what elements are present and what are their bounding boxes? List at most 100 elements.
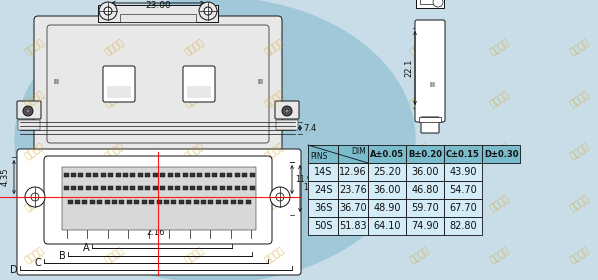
Circle shape [199, 2, 217, 20]
Text: 59.70: 59.70 [411, 203, 439, 213]
Bar [115, 186, 121, 190]
Bar [212, 173, 217, 177]
Bar [231, 200, 236, 204]
Text: 华联电子: 华联电子 [23, 141, 47, 161]
Text: 43.90: 43.90 [449, 167, 477, 177]
Bar [482, 145, 520, 163]
Text: 华联电子: 华联电子 [569, 89, 591, 109]
Text: 华联电子: 华联电子 [103, 89, 126, 109]
Bar [100, 186, 106, 190]
Circle shape [276, 193, 284, 201]
Bar [219, 173, 225, 177]
Bar [68, 200, 72, 204]
Bar [152, 186, 158, 190]
Bar [219, 186, 225, 190]
Bar [145, 173, 150, 177]
Text: 华联电子: 华联电子 [489, 245, 511, 265]
Text: 华联电子: 华联电子 [23, 89, 47, 109]
Text: 36S: 36S [314, 203, 332, 213]
Bar [197, 173, 202, 177]
Text: A±0.05: A±0.05 [370, 150, 404, 158]
Text: 华联电子: 华联电子 [569, 193, 591, 213]
FancyBboxPatch shape [47, 25, 269, 143]
Text: 华联电子: 华联电子 [103, 193, 126, 213]
Bar [62, 167, 256, 230]
Text: PINS: PINS [310, 152, 327, 161]
Text: A: A [83, 243, 89, 253]
Text: 54.70: 54.70 [449, 185, 477, 195]
Text: 华联电子: 华联电子 [408, 37, 431, 57]
Text: D: D [10, 265, 18, 275]
Bar [123, 186, 128, 190]
Bar [276, 120, 298, 130]
Bar [138, 173, 143, 177]
Bar [164, 200, 169, 204]
Bar [157, 200, 161, 204]
Bar [115, 173, 121, 177]
Text: 36.70: 36.70 [339, 203, 367, 213]
Bar [420, 0, 440, 4]
Text: DIM: DIM [351, 147, 366, 156]
FancyBboxPatch shape [17, 101, 41, 119]
Bar [108, 173, 113, 177]
Text: C: C [35, 258, 41, 268]
Bar [242, 186, 247, 190]
Circle shape [25, 187, 45, 207]
Text: 华联电子: 华联电子 [408, 89, 431, 109]
Text: 22.1: 22.1 [404, 59, 413, 77]
Text: 华联电子: 华联电子 [569, 141, 591, 161]
Circle shape [23, 106, 33, 116]
Text: 25.20: 25.20 [373, 167, 401, 177]
Text: B±0.20: B±0.20 [408, 150, 442, 158]
Text: 14S: 14S [314, 167, 332, 177]
Bar [308, 181, 338, 199]
Bar [444, 217, 482, 235]
Text: 36.00: 36.00 [373, 185, 401, 195]
Text: 67.70: 67.70 [449, 203, 477, 213]
Bar [406, 217, 444, 235]
Bar [134, 200, 139, 204]
Bar [142, 200, 147, 204]
Text: 7.4: 7.4 [303, 123, 316, 132]
Bar [145, 186, 150, 190]
Bar [100, 173, 106, 177]
Bar [187, 86, 211, 98]
Bar [78, 186, 83, 190]
Bar [120, 200, 124, 204]
Text: 46.80: 46.80 [411, 185, 439, 195]
Bar [120, 14, 196, 22]
Text: 15.25: 15.25 [303, 183, 325, 193]
FancyBboxPatch shape [103, 66, 135, 102]
Bar [216, 200, 221, 204]
Bar [149, 200, 154, 204]
Bar [227, 173, 232, 177]
Circle shape [204, 7, 212, 15]
Bar [90, 200, 94, 204]
Bar [105, 200, 109, 204]
Text: 华联电子: 华联电子 [408, 245, 431, 265]
FancyBboxPatch shape [415, 20, 445, 122]
Bar [444, 163, 482, 181]
Text: 50S: 50S [314, 221, 332, 231]
Bar [63, 186, 69, 190]
Text: 11.90: 11.90 [295, 174, 316, 183]
Bar [227, 186, 232, 190]
Text: 华联电子: 华联电子 [569, 245, 591, 265]
Bar [179, 200, 184, 204]
Text: 华联电子: 华联电子 [489, 37, 511, 57]
Text: 23.00: 23.00 [145, 1, 171, 10]
Bar [167, 173, 173, 177]
Text: 华联电子: 华联电子 [264, 245, 286, 265]
Bar [175, 186, 180, 190]
Bar [97, 200, 102, 204]
Bar [338, 145, 368, 163]
FancyBboxPatch shape [17, 149, 301, 275]
FancyBboxPatch shape [183, 66, 215, 102]
Text: 华联电子: 华联电子 [23, 193, 47, 213]
Text: 华联电子: 华联电子 [103, 37, 126, 57]
Bar [205, 186, 210, 190]
Bar [71, 173, 76, 177]
Bar [63, 173, 69, 177]
Bar [368, 145, 406, 163]
Bar [444, 199, 482, 217]
